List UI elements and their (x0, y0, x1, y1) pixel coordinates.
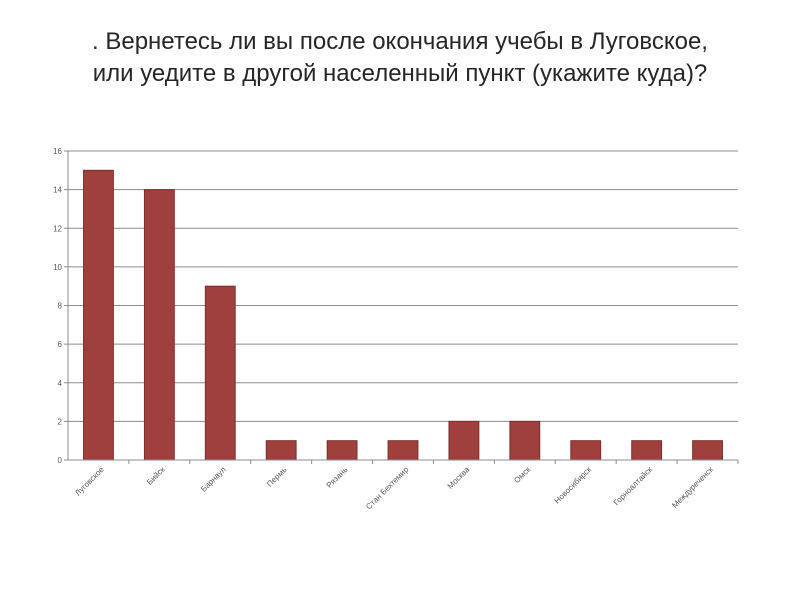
bar (326, 440, 358, 461)
y-tick-label: 10 (53, 263, 62, 272)
y-tick-labels: 0 2 4 6 8 10 12 14 16 (53, 147, 62, 465)
x-tick-label: Горноалтайск (612, 465, 655, 508)
x-tick-label: Стан Бехтемир (364, 465, 411, 512)
y-tick-label: 8 (58, 302, 63, 311)
title-line-1: . Вернетесь ли вы после окончания учебы … (92, 28, 708, 55)
x-tick-label: Междуреченск (670, 465, 715, 510)
y-tick-label: 4 (58, 379, 63, 388)
bar (265, 440, 297, 461)
x-tick-labels: Луговское Бийск Барнаул Пермь Рязань Стан Бех… (73, 465, 715, 512)
x-tick-label: Бийск (145, 465, 167, 487)
x-tick-label: Москва (446, 465, 472, 491)
slide-title: . Вернетесь ли вы после окончания учебы … (20, 26, 780, 90)
bar (387, 440, 419, 461)
bar (143, 189, 175, 461)
gridlines (68, 150, 738, 422)
bar (509, 420, 541, 461)
y-tick-label: 0 (58, 456, 63, 465)
y-tick-label: 16 (53, 147, 62, 156)
y-tick-label: 14 (53, 186, 62, 195)
title-line-2: или уедите в другой населенный пункт (ук… (92, 60, 708, 87)
bar (448, 420, 480, 461)
x-tick-label: Рязань (325, 465, 350, 490)
bar (631, 440, 663, 461)
x-tick-label: Омск (512, 465, 532, 485)
axes (64, 150, 739, 464)
x-tick-label: Барнаул (199, 465, 228, 494)
bar (204, 285, 236, 461)
x-tick-label: Луговское (73, 465, 106, 498)
y-tick-label: 6 (58, 340, 63, 349)
x-tick-label: Пермь (265, 465, 289, 489)
y-tick-label: 2 (58, 417, 63, 426)
bars (83, 169, 723, 461)
y-tick-label: 12 (53, 224, 62, 233)
bar (83, 169, 114, 461)
x-tick-label: Новосибирск (553, 465, 594, 506)
bar (570, 440, 602, 461)
bar (692, 440, 723, 461)
